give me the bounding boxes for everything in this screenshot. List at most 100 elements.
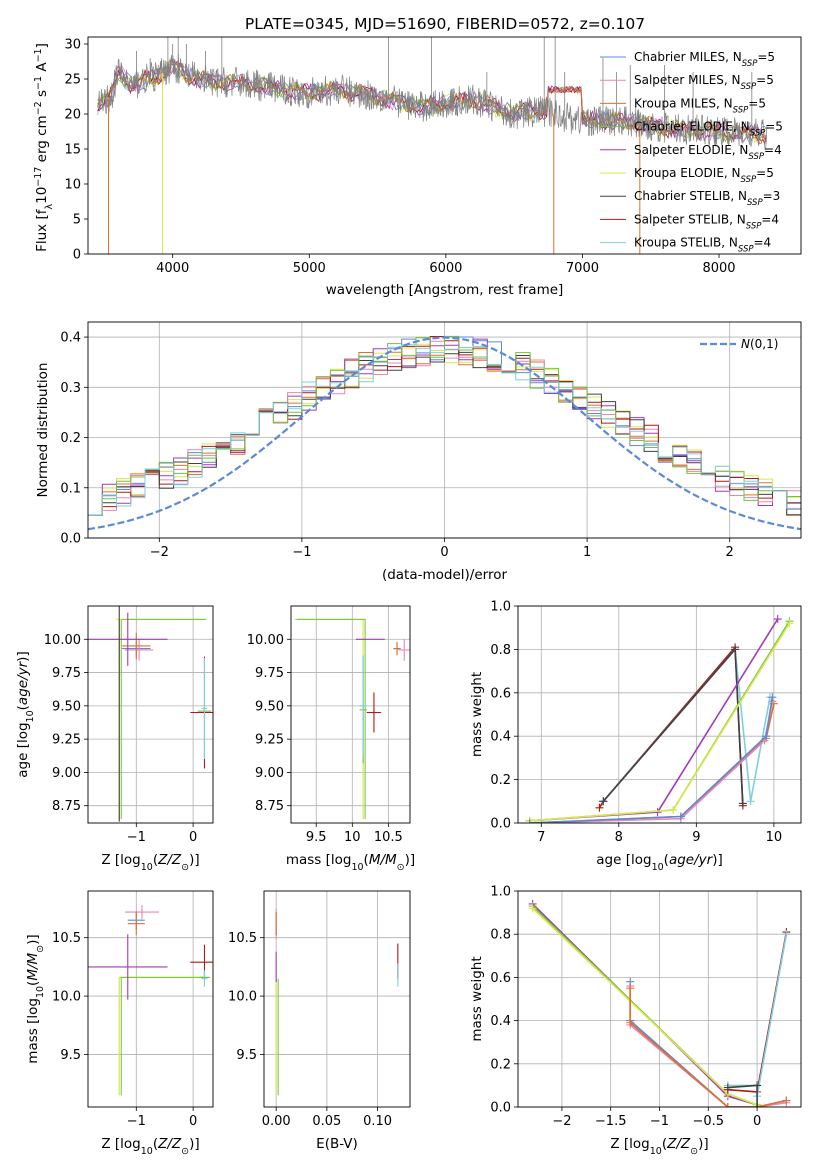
y-tick-label: 9.75 xyxy=(52,666,81,681)
residuals-panel: −2 −1 0 1 2 0.0 0.1 0.2 0.3 0.4 N(0,1) (data-model)… xyxy=(35,321,802,583)
y-tick-label: 10 xyxy=(64,178,81,193)
errorbar-krou_miles xyxy=(127,912,145,936)
weight-marker xyxy=(676,812,685,821)
axes-frame xyxy=(263,890,411,1108)
label-part: 10 xyxy=(141,1146,153,1157)
x-tick-label: 10 xyxy=(766,830,783,845)
label-part: ( xyxy=(153,1136,158,1152)
y-tick-label: 9.00 xyxy=(255,766,284,781)
x-tick-label: 7000 xyxy=(566,261,599,276)
plot-area xyxy=(525,615,794,823)
legend-text: Salpeter ELODIE, N xyxy=(634,143,748,157)
label-part: 10 xyxy=(25,710,36,722)
y-axis-label: Normed distribution xyxy=(35,363,51,498)
label-part: −1 xyxy=(33,76,44,90)
label-part: ⊙ xyxy=(690,1146,698,1157)
axes-frame xyxy=(517,890,802,1108)
series-salp_elodie xyxy=(525,615,782,823)
y-tick-label: 10.00 xyxy=(44,633,81,648)
axes-frame xyxy=(87,605,214,824)
label-part: ( xyxy=(153,852,158,868)
legend-suffix: =4 xyxy=(754,236,772,250)
label-part: 10 xyxy=(35,986,46,998)
label-part: Z/Z xyxy=(666,1136,691,1152)
weight-marker xyxy=(753,1081,762,1090)
label-part: M/M xyxy=(25,952,41,980)
y-tick-label: 0.4 xyxy=(60,331,81,346)
y-tick-label: 10.0 xyxy=(52,990,81,1005)
x-tick-label: −0.5 xyxy=(693,1114,725,1129)
legend-entry-salp_miles: Salpeter MILES, NSSP=5 xyxy=(634,73,774,92)
y-tick-label: 0.2 xyxy=(490,773,511,788)
series-krou_elodie xyxy=(525,619,794,823)
y-axis-label: mass [log10(M/M⊙)] xyxy=(25,934,46,1063)
label-part: Z/Z xyxy=(157,852,182,868)
y-tick-label: 0 xyxy=(73,248,81,263)
axes: 9.5 10 10.5 8.75 9.00 9.25 9.50 9.75 10.00 mass [… xyxy=(247,605,415,873)
series-chab_miles xyxy=(525,693,777,823)
x-tick-label: 7 xyxy=(537,830,545,845)
label-part: 10 xyxy=(650,1146,662,1157)
legend-text: Kroupa ELODIE, N xyxy=(634,166,741,180)
errorbar-krou_stelib xyxy=(201,970,208,987)
weight-marker xyxy=(753,1103,762,1107)
y-tick-label: 0.2 xyxy=(60,431,81,446)
weight-marker xyxy=(723,1083,732,1092)
y-tick-label: 0.8 xyxy=(490,643,511,658)
label-part: 10 xyxy=(351,862,363,873)
legend-entry-normal: N(0,1) xyxy=(741,337,778,351)
legend-sub: SSP xyxy=(748,152,764,162)
x-tick-label: −1 xyxy=(127,830,146,845)
histogram-krou_stelib xyxy=(88,344,801,516)
weight-line xyxy=(532,905,758,1106)
weight-line xyxy=(598,645,744,809)
label-part: ( xyxy=(25,981,41,986)
label-part: )] xyxy=(15,651,31,662)
label-part: 10 xyxy=(141,862,153,873)
label-part: )] xyxy=(189,1136,200,1152)
x-axis-label: Z [log10(Z/Z⊙)] xyxy=(101,852,199,873)
legend-text: Chabrier STELIB, N xyxy=(634,189,747,203)
weight-marker xyxy=(525,819,534,823)
y-tick-label: 10.5 xyxy=(52,931,81,946)
age-vs-mass-panel: 9.5 10 10.5 8.75 9.00 9.25 9.50 9.75 10.00 mass [… xyxy=(247,605,415,873)
errorbar-kroupa-elodie xyxy=(294,618,364,820)
weight-line xyxy=(529,622,791,822)
plot-area xyxy=(88,606,213,822)
y-tick-label: 0.0 xyxy=(490,1101,511,1116)
x-tick-label: 0 xyxy=(189,1114,197,1129)
errorbar-krou_stelib xyxy=(201,657,208,760)
y-tick-label: 10.5 xyxy=(228,931,257,946)
y-axis-label: age [log10(age/yr)] xyxy=(15,651,36,777)
x-tick-label: 4000 xyxy=(156,261,189,276)
errorbar-salp_miles xyxy=(124,905,160,920)
label-part: λ xyxy=(44,204,55,210)
label-part: age/yr xyxy=(15,660,31,705)
weight-marker xyxy=(595,803,604,812)
legend-text: Salpeter STELIB, N xyxy=(634,212,746,226)
x-tick-label: −1.5 xyxy=(595,1114,627,1129)
label-part: ⊙ xyxy=(35,945,46,953)
y-tick-label: 10.0 xyxy=(228,990,257,1005)
grid xyxy=(264,891,410,1107)
y-tick-label: 0.4 xyxy=(490,1014,511,1029)
label-part: ⊙ xyxy=(397,862,405,873)
x-axis-label: age [log10(age/yr)] xyxy=(596,852,722,873)
series-salp_elodie xyxy=(528,899,762,1107)
x-tick-label: −2 xyxy=(552,1114,571,1129)
y-tick-label: 9.50 xyxy=(52,699,81,714)
weight-marker xyxy=(785,619,794,628)
x-axis-label: Z [log10(Z/Z⊙)] xyxy=(101,1136,199,1157)
y-tick-label: 0.3 xyxy=(60,381,81,396)
x-tick-label: 9.5 xyxy=(306,830,327,845)
grid xyxy=(88,606,213,823)
x-tick-label: −1 xyxy=(292,545,311,560)
mass-vs-metallicity-panel: −1 09.510.010.5Z [log10(Z/Z⊙)]mass [log10… xyxy=(25,890,214,1157)
y-axis-label: mass weight xyxy=(469,956,485,1041)
weight-marker xyxy=(782,1096,791,1105)
y-tick-label: 9.00 xyxy=(52,766,81,781)
x-tick-label: 10 xyxy=(344,830,361,845)
x-tick-label: −1 xyxy=(127,1114,146,1129)
label-part: −2 xyxy=(33,101,44,115)
